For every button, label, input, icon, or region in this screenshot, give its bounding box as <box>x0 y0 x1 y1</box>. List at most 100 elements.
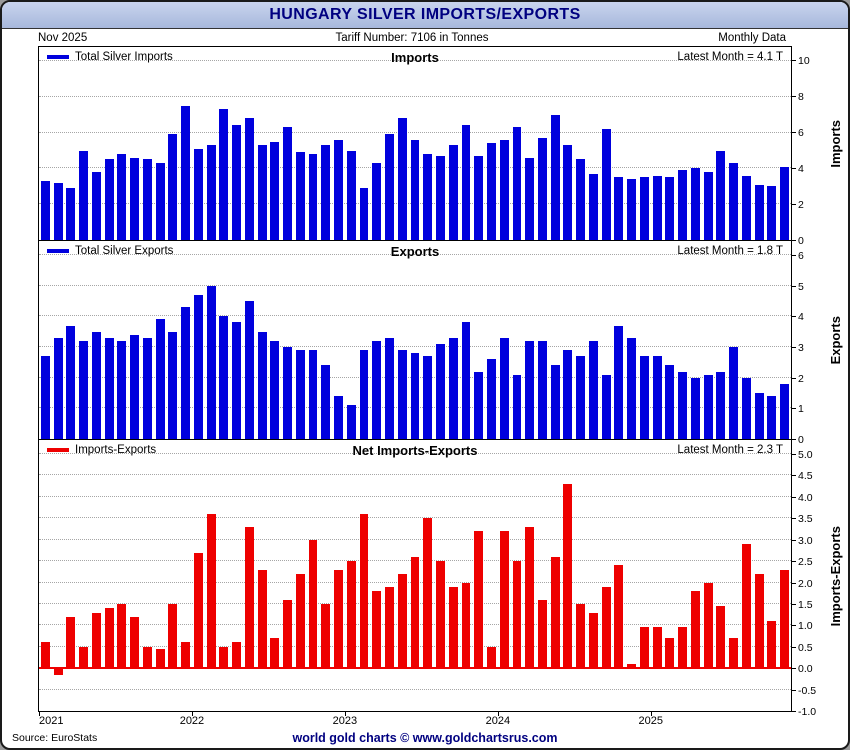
imports-bar <box>206 145 216 240</box>
y-tick-mark <box>792 561 796 563</box>
exports-y-title: Exports <box>827 316 843 365</box>
x-tick-mark <box>650 712 652 716</box>
panel-title: Net Imports-Exports <box>352 442 478 458</box>
imports-bars <box>39 60 791 240</box>
tariff-label: Tariff Number: 7106 in Tonnes <box>335 31 489 44</box>
gridline <box>39 453 791 454</box>
y-tick-label: 10 <box>798 55 810 67</box>
net-bar <box>295 573 305 669</box>
x-axis-row: 2021 2022 2023 2024 2025 <box>39 712 848 728</box>
net-bar <box>410 556 420 669</box>
gridline <box>39 495 791 497</box>
imports-bar <box>423 154 433 240</box>
net-bar <box>652 627 662 669</box>
net-bar <box>525 526 535 669</box>
net-bar <box>576 603 586 669</box>
imports-bar <box>729 163 739 240</box>
net-bar <box>537 599 547 669</box>
panel-title: Exports <box>390 243 440 259</box>
imports-bar <box>741 175 751 240</box>
net-bar <box>588 612 598 669</box>
exports-bar <box>754 393 764 439</box>
net-bar <box>703 582 713 669</box>
x-tick-mark <box>497 712 499 716</box>
x-axis: 2021 2022 2023 2024 2025 <box>39 712 791 728</box>
y-tick-mark <box>792 539 796 541</box>
net-bar <box>66 616 76 669</box>
imports-bar <box>257 145 267 240</box>
exports-bar <box>79 340 89 439</box>
y-tick-mark <box>792 377 796 379</box>
imports-bar <box>576 159 586 240</box>
net-y-title: Imports-Exports <box>827 525 843 627</box>
brand-label: world gold charts © www.goldchartsrus.co… <box>292 731 558 745</box>
net-bar <box>334 569 343 669</box>
net-bar <box>270 638 280 669</box>
imports-plot: Total Silver Imports Imports Latest Mont… <box>38 46 792 241</box>
net-bar <box>741 543 751 669</box>
y-tick-mark <box>792 60 796 61</box>
exports-legend: Total Silver Exports <box>47 245 173 257</box>
exports-bar <box>436 343 445 439</box>
gridline <box>39 284 791 286</box>
imports-bar <box>767 186 777 240</box>
exports-bar <box>334 396 343 439</box>
net-bar <box>155 648 165 669</box>
y-tick-mark <box>792 689 796 691</box>
net-bar <box>448 586 458 669</box>
y-tick-mark <box>792 668 796 670</box>
imports-bar <box>91 171 101 240</box>
imports-bar <box>410 139 420 240</box>
gridline <box>39 315 791 317</box>
latest-month-label: Latest Month = 4.1 T <box>677 51 783 63</box>
y-tick-label: 2 <box>798 372 804 385</box>
imports-bar <box>155 163 165 240</box>
legend-label: Imports-Exports <box>75 444 157 456</box>
y-tick-mark <box>792 646 796 648</box>
imports-bar <box>627 179 637 240</box>
net-bar <box>665 638 675 669</box>
imports-bar <box>550 114 560 240</box>
legend-label: Total Silver Exports <box>75 245 174 257</box>
exports-bar <box>283 347 292 439</box>
y-tick-mark <box>792 625 796 627</box>
imports-bar <box>321 145 331 240</box>
imports-bar <box>79 150 89 240</box>
net-bar <box>104 608 114 669</box>
y-tick-label: 3.0 <box>798 534 813 547</box>
exports-bar <box>716 371 726 439</box>
imports-bar <box>219 109 229 240</box>
y-tick-label: 4.5 <box>798 470 813 483</box>
imports-bar <box>499 139 509 240</box>
y-tick-label: 4 <box>798 163 804 175</box>
exports-bar <box>372 340 382 439</box>
net-bar <box>219 646 229 669</box>
imports-bar <box>283 127 292 240</box>
net-bar <box>257 569 267 669</box>
exports-bar <box>206 285 216 439</box>
exports-bars <box>39 254 791 439</box>
imports-header: Total Silver Imports Imports Latest Mont… <box>47 49 783 65</box>
imports-bar <box>678 170 688 240</box>
imports-bar <box>397 118 407 240</box>
net-bar <box>142 646 152 669</box>
y-tick-label: 0.5 <box>798 641 813 654</box>
y-tick-mark <box>792 475 796 477</box>
net-bar <box>550 556 560 669</box>
net-bar <box>79 646 89 669</box>
info-row: Nov 2025 Tariff Number: 7106 in Tonnes M… <box>38 29 786 46</box>
charts-area: Total Silver Imports Imports Latest Mont… <box>2 46 848 718</box>
net-bar <box>423 518 433 669</box>
gridline <box>39 688 791 690</box>
exports-header: Total Silver Exports Exports Latest Mont… <box>47 243 783 259</box>
exports-bar <box>767 396 777 439</box>
net-bar <box>321 603 331 669</box>
imports-bar <box>601 129 611 240</box>
net-bar <box>678 627 688 669</box>
x-tick-mark <box>39 712 40 716</box>
title-bar: HUNGARY SILVER IMPORTS/EXPORTS <box>2 2 848 29</box>
exports-bar <box>461 322 471 439</box>
exports-plot: Total Silver Exports Exports Latest Mont… <box>38 241 792 440</box>
net-bar <box>601 586 611 669</box>
exports-bar <box>741 377 751 439</box>
